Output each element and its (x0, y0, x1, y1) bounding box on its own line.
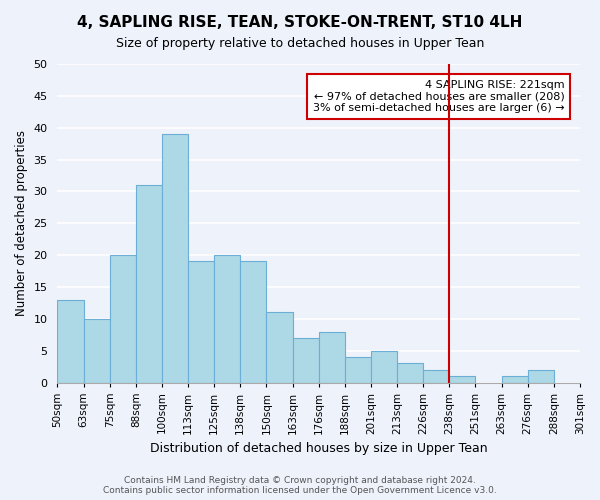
Y-axis label: Number of detached properties: Number of detached properties (15, 130, 28, 316)
Bar (397, 364, 423, 382)
Bar (188, 262, 214, 382)
Text: 4, SAPLING RISE, TEAN, STOKE-ON-TRENT, ST10 4LH: 4, SAPLING RISE, TEAN, STOKE-ON-TRENT, S… (77, 15, 523, 30)
Bar (345, 357, 371, 382)
Bar (528, 370, 554, 382)
Bar (371, 350, 397, 382)
Bar (449, 376, 475, 382)
Bar (241, 262, 266, 382)
Bar (136, 185, 162, 382)
Bar (162, 134, 188, 382)
Text: Contains HM Land Registry data © Crown copyright and database right 2024.
Contai: Contains HM Land Registry data © Crown c… (103, 476, 497, 495)
Text: 4 SAPLING RISE: 221sqm
← 97% of detached houses are smaller (208)
3% of semi-det: 4 SAPLING RISE: 221sqm ← 97% of detached… (313, 80, 565, 113)
Bar (266, 312, 293, 382)
Bar (214, 255, 241, 382)
Bar (83, 319, 110, 382)
X-axis label: Distribution of detached houses by size in Upper Tean: Distribution of detached houses by size … (150, 442, 488, 455)
Bar (110, 255, 136, 382)
Bar (502, 376, 528, 382)
Bar (58, 300, 83, 382)
Bar (293, 338, 319, 382)
Text: Size of property relative to detached houses in Upper Tean: Size of property relative to detached ho… (116, 38, 484, 51)
Bar (319, 332, 345, 382)
Bar (423, 370, 449, 382)
